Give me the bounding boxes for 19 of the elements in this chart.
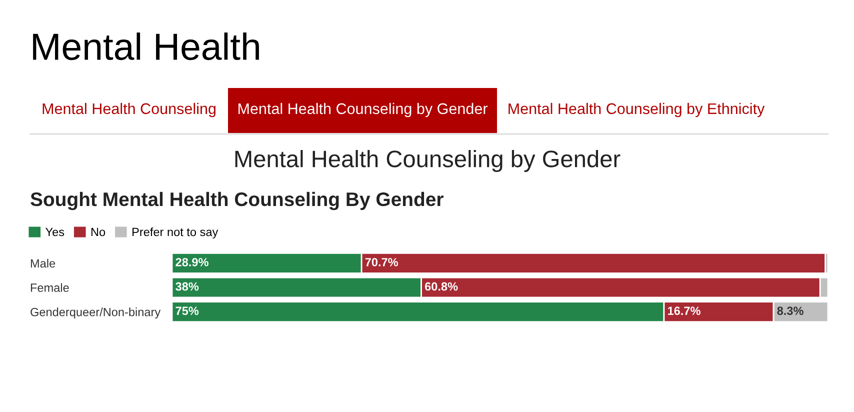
data-label: 38% — [176, 282, 199, 291]
text: Mental Health Counseling by Gender — [238, 102, 488, 118]
data-label: 70.7% — [365, 258, 398, 266]
legend-label: Prefer not to say — [132, 228, 218, 238]
text: Mental Health Counseling by Gender — [235, 150, 620, 172]
legend-label: No — [91, 228, 106, 236]
data-label: 8.3% — [777, 306, 804, 316]
chart-subtitle: Sought Mental Health Counseling By Gender — [30, 192, 444, 210]
data-label: 60.8% — [424, 282, 458, 291]
data-label: 75% — [176, 306, 199, 315]
data-label: 16.7% — [668, 306, 700, 315]
data-label: 28.9% — [176, 258, 208, 266]
chart-title: Mental Health — [33, 32, 259, 60]
text: Mental Health Counseling by Ethnicity — [508, 102, 765, 118]
y-tick-label: Genderqueer/Non-binary — [30, 308, 161, 319]
text: Mental Health Counseling — [42, 102, 216, 118]
y-tick-label: Female — [30, 283, 69, 292]
legend-label: Yes — [46, 228, 64, 236]
y-tick-label: Male — [30, 258, 56, 268]
